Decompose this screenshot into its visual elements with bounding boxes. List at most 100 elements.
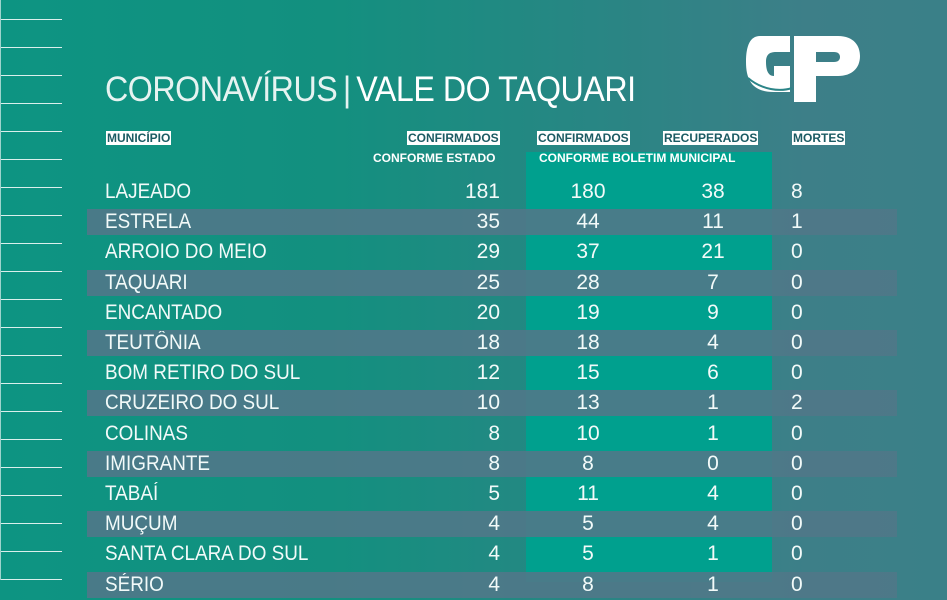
decorative-line bbox=[1, 75, 62, 76]
row-band bbox=[87, 390, 897, 417]
confirmados-boletim-cell: 18 bbox=[576, 331, 600, 354]
table-row: COLINAS 8 10 1 0 bbox=[0, 419, 947, 449]
recuperados-cell: 4 bbox=[707, 331, 719, 354]
row-band bbox=[87, 450, 897, 477]
municipio-cell: SÉRIO bbox=[105, 572, 164, 596]
header-recuperados: RECUPERADOS bbox=[663, 131, 759, 145]
header-municipio: MUNICÍPIO bbox=[106, 131, 172, 145]
municipio-cell: ARROIO DO MEIO bbox=[105, 240, 267, 264]
recuperados-cell: 38 bbox=[701, 180, 725, 203]
confirmados-boletim-cell: 15 bbox=[576, 361, 600, 385]
confirmados-estado-cell: 12 bbox=[476, 361, 500, 385]
confirmados-boletim-cell: 8 bbox=[582, 451, 594, 475]
mortes-cell: 0 bbox=[791, 270, 803, 294]
decorative-line bbox=[1, 159, 62, 160]
municipio-cell: CRUZEIRO DO SUL bbox=[105, 391, 280, 415]
table-row: ESTRELA 35 44 11 1 bbox=[0, 207, 947, 237]
decorative-line bbox=[1, 411, 62, 412]
table-row: TAQUARI 25 28 7 0 bbox=[0, 268, 947, 298]
row-band bbox=[87, 330, 897, 356]
decorative-line bbox=[1, 523, 62, 524]
title-right: VALE DO TAQUARI bbox=[356, 70, 636, 109]
decorative-lines bbox=[0, 0, 63, 580]
table-row: SÉRIO 4 8 1 0 bbox=[0, 570, 947, 600]
decorative-line bbox=[1, 47, 62, 48]
decorative-line bbox=[1, 215, 62, 216]
header-confirmados-boletim: CONFIRMADOS bbox=[537, 131, 630, 145]
confirmados-estado-cell: 35 bbox=[476, 210, 500, 234]
decorative-line bbox=[1, 551, 62, 552]
mortes-cell: 0 bbox=[791, 240, 803, 264]
table-row: SANTA CLARA DO SUL 4 5 1 0 bbox=[0, 539, 947, 569]
municipio-cell: MUÇUM bbox=[105, 512, 178, 536]
mortes-cell: 0 bbox=[791, 572, 803, 596]
confirmados-boletim-cell: 37 bbox=[576, 240, 600, 264]
municipio-cell: IMIGRANTE bbox=[105, 451, 211, 475]
recuperados-cell: 0 bbox=[707, 451, 719, 475]
recuperados-cell: 1 bbox=[707, 391, 719, 415]
decorative-line bbox=[1, 103, 62, 104]
recuperados-cell: 4 bbox=[707, 512, 719, 536]
recuperados-cell: 6 bbox=[707, 361, 719, 385]
decorative-line bbox=[1, 383, 62, 384]
decorative-line bbox=[1, 495, 62, 496]
confirmados-estado-cell: 4 bbox=[488, 512, 500, 536]
recuperados-cell: 21 bbox=[701, 240, 725, 264]
recuperados-cell: 4 bbox=[707, 482, 719, 505]
recuperados-cell: 9 bbox=[707, 300, 719, 324]
table-row: TEUTÔNIA 18 18 4 0 bbox=[0, 328, 947, 358]
recuperados-cell: 1 bbox=[707, 421, 719, 445]
table-row: ARROIO DO MEIO 29 37 21 0 bbox=[0, 237, 947, 267]
decorative-line bbox=[1, 187, 62, 188]
row-band bbox=[87, 269, 897, 296]
municipio-cell: LAJEADO bbox=[105, 180, 192, 203]
table-row: ENCANTADO 20 19 9 0 bbox=[0, 298, 947, 328]
decorative-line bbox=[1, 19, 62, 20]
recuperados-cell: 1 bbox=[707, 572, 719, 596]
recuperados-cell: 7 bbox=[707, 270, 719, 294]
row-band bbox=[87, 511, 897, 538]
page-title: CORONAVÍRUS | VALE DO TAQUARI bbox=[105, 70, 636, 110]
decorative-line bbox=[1, 467, 62, 468]
table-row: LAJEADO 181 180 38 8 bbox=[0, 177, 947, 207]
header-conforme-boletim: CONFORME BOLETIM MUNICIPAL bbox=[539, 151, 736, 165]
municipio-cell: BOM RETIRO DO SUL bbox=[105, 361, 301, 385]
confirmados-boletim-cell: 44 bbox=[576, 210, 600, 234]
mortes-cell: 0 bbox=[791, 421, 803, 445]
mortes-cell: 0 bbox=[791, 300, 803, 324]
mortes-cell: 0 bbox=[791, 331, 803, 354]
mortes-cell: 0 bbox=[791, 542, 803, 566]
mortes-cell: 2 bbox=[791, 391, 803, 415]
header-mortes: MORTES bbox=[792, 131, 846, 145]
confirmados-estado-cell: 25 bbox=[476, 270, 500, 294]
mortes-cell: 1 bbox=[791, 210, 803, 234]
decorative-line bbox=[1, 355, 62, 356]
confirmados-boletim-cell: 28 bbox=[576, 270, 600, 294]
confirmados-boletim-cell: 13 bbox=[576, 391, 600, 415]
confirmados-boletim-cell: 5 bbox=[582, 542, 594, 566]
confirmados-estado-cell: 29 bbox=[476, 240, 500, 264]
table-row: IMIGRANTE 8 8 0 0 bbox=[0, 449, 947, 479]
header-confirmados-estado: CONFIRMADOS bbox=[407, 131, 500, 145]
confirmados-estado-cell: 10 bbox=[476, 391, 500, 415]
table-row: CRUZEIRO DO SUL 10 13 1 2 bbox=[0, 388, 947, 418]
gp-logo bbox=[746, 36, 860, 102]
municipio-cell: TAQUARI bbox=[105, 270, 188, 294]
row-band bbox=[87, 209, 897, 236]
municipio-cell: ESTRELA bbox=[105, 210, 192, 234]
decorative-line bbox=[1, 271, 62, 272]
table-row: MUÇUM 4 5 4 0 bbox=[0, 509, 947, 539]
confirmados-boletim-cell: 19 bbox=[576, 300, 600, 324]
recuperados-cell: 11 bbox=[702, 210, 724, 234]
decorative-line bbox=[1, 131, 62, 132]
confirmados-estado-cell: 181 bbox=[464, 180, 500, 203]
table-row: BOM RETIRO DO SUL 12 15 6 0 bbox=[0, 358, 947, 388]
confirmados-estado-cell: 8 bbox=[488, 451, 500, 475]
confirmados-boletim-cell: 11 bbox=[577, 482, 599, 505]
confirmados-boletim-cell: 10 bbox=[576, 421, 600, 445]
confirmados-boletim-cell: 5 bbox=[582, 512, 594, 536]
confirmados-estado-cell: 20 bbox=[476, 300, 500, 324]
decorative-line bbox=[1, 243, 62, 244]
confirmados-estado-cell: 8 bbox=[488, 421, 500, 445]
table-row: TABAÍ 5 11 4 0 bbox=[0, 479, 947, 509]
